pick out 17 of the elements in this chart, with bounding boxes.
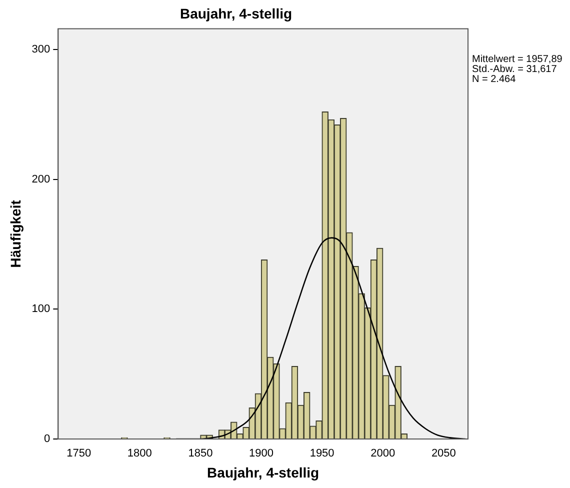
text: Mittelwert = 1957,89 [472,54,562,65]
x-tick-label: 1850 [188,448,213,460]
y-tick-label: 200 [32,173,50,186]
x-tick-label: 2000 [370,448,396,460]
y-tick-label: 100 [32,303,50,316]
y-tick-label: 0 [44,433,50,446]
x-tick-label: 1900 [249,448,274,460]
x-tick-label: 1800 [127,448,152,460]
chart-title: Baujahr, 4-stellig [180,5,292,22]
x-tick-label: 1950 [310,448,334,460]
x-axis-title: Baujahr, 4-stellig [207,464,320,480]
x-tick-label: 2050 [431,448,456,460]
y-tick-label: 300 [32,44,50,56]
text: N = 2.464 [472,74,517,85]
text: Std.-Abw. = 31,617 [472,64,558,75]
y-axis-title: Häufigkeit [7,200,24,268]
x-tick-label: 1750 [66,448,92,460]
